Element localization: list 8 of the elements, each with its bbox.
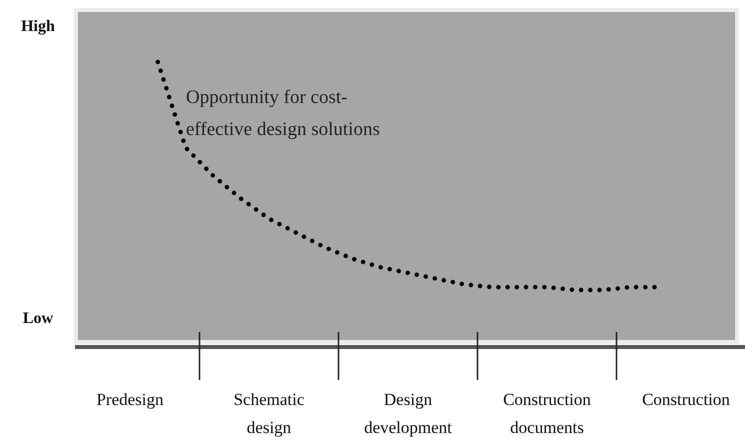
annotation: Opportunity for cost-effective design solutions [186, 87, 380, 140]
x-tick-label: Design development [364, 390, 452, 437]
text: Low [22, 310, 54, 327]
x-tick-label: Construction documents [503, 390, 592, 437]
text: High [21, 18, 55, 35]
x-tick-label: Schematic design [234, 390, 305, 437]
x-tick-label: Predesign [96, 390, 164, 409]
x-tick-label: Construction [642, 390, 730, 409]
